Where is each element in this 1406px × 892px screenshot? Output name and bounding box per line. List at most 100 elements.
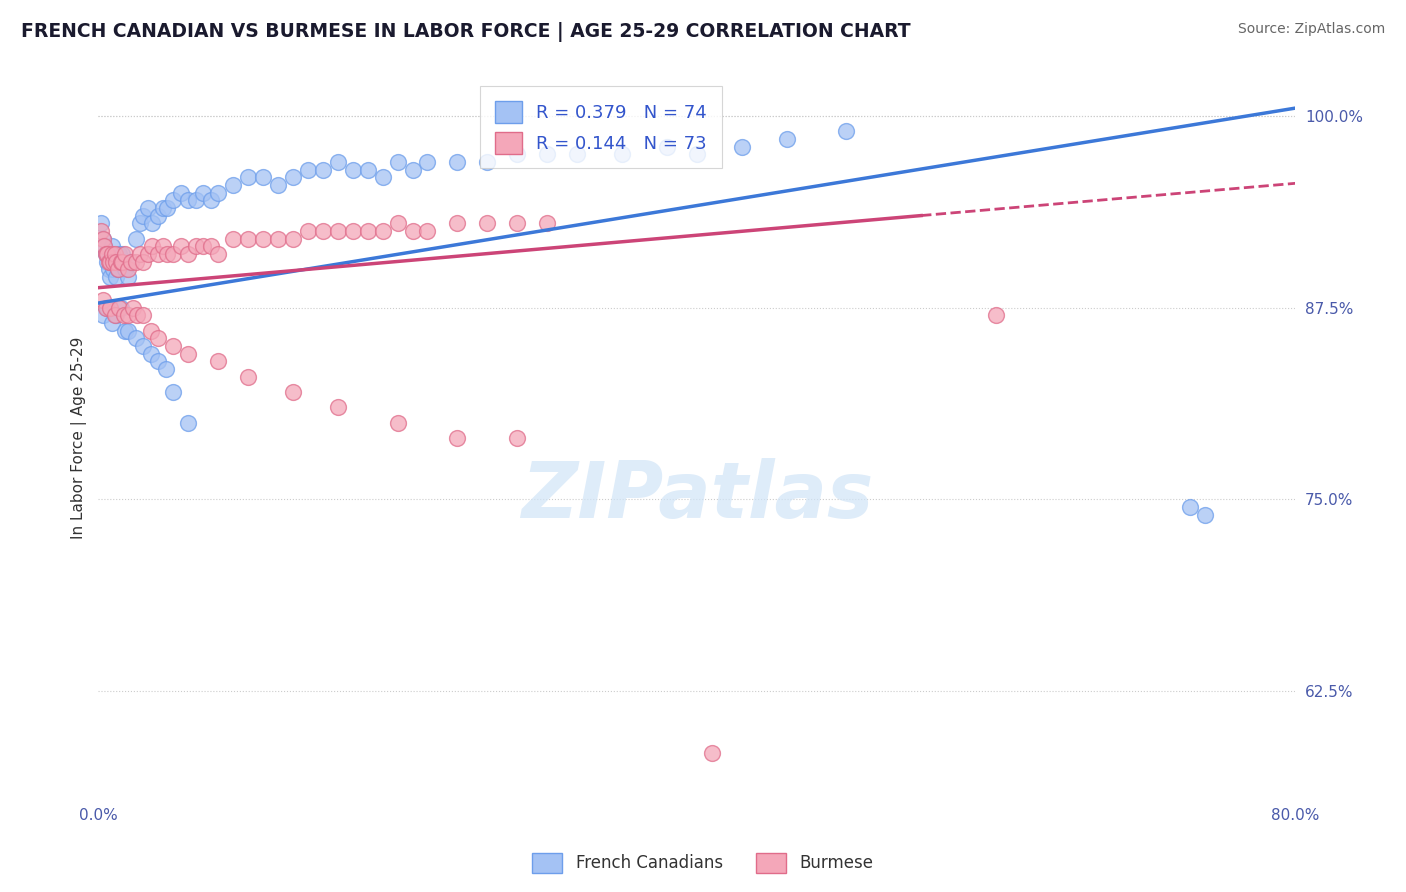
Point xyxy=(312,224,335,238)
Point xyxy=(184,193,207,207)
Point xyxy=(1194,508,1216,522)
Point xyxy=(207,354,229,368)
Point xyxy=(120,254,142,268)
Point xyxy=(110,301,132,315)
Point xyxy=(117,269,139,284)
Y-axis label: In Labor Force | Age 25-29: In Labor Force | Age 25-29 xyxy=(72,337,87,540)
Point xyxy=(90,216,112,230)
Point xyxy=(96,301,118,315)
Point xyxy=(477,154,499,169)
Point xyxy=(152,201,174,215)
Point xyxy=(686,147,709,161)
Point xyxy=(416,154,439,169)
Point xyxy=(207,186,229,200)
Point xyxy=(1180,500,1202,515)
Point xyxy=(536,216,558,230)
Point xyxy=(114,247,136,261)
Point xyxy=(446,431,468,445)
Point xyxy=(162,339,184,353)
Point xyxy=(112,308,135,322)
Point xyxy=(105,269,128,284)
Point xyxy=(148,331,170,345)
Point xyxy=(110,254,132,268)
Point xyxy=(93,239,115,253)
Point xyxy=(297,162,319,177)
Point xyxy=(125,331,148,345)
Point xyxy=(96,254,118,268)
Point xyxy=(184,239,207,253)
Point xyxy=(107,262,129,277)
Point xyxy=(326,154,349,169)
Point xyxy=(132,308,155,322)
Point xyxy=(356,162,378,177)
Point xyxy=(371,170,394,185)
Point xyxy=(371,224,394,238)
Point xyxy=(129,247,152,261)
Point xyxy=(169,186,191,200)
Point xyxy=(141,239,163,253)
Text: Source: ZipAtlas.com: Source: ZipAtlas.com xyxy=(1237,22,1385,37)
Point xyxy=(103,254,125,268)
Point xyxy=(125,231,148,245)
Point xyxy=(162,385,184,400)
Point xyxy=(91,293,114,307)
Point xyxy=(98,269,121,284)
Point xyxy=(506,147,529,161)
Point xyxy=(132,254,155,268)
Legend: R = 0.379   N = 74, R = 0.144   N = 73: R = 0.379 N = 74, R = 0.144 N = 73 xyxy=(481,87,721,169)
Legend: French Canadians, Burmese: French Canadians, Burmese xyxy=(526,847,880,880)
Point xyxy=(326,401,349,415)
Point xyxy=(98,254,121,268)
Point xyxy=(98,301,121,315)
Point xyxy=(101,247,124,261)
Point xyxy=(200,239,222,253)
Point xyxy=(700,746,723,760)
Point xyxy=(267,178,290,192)
Point xyxy=(94,301,117,315)
Point xyxy=(297,224,319,238)
Point xyxy=(326,224,349,238)
Point xyxy=(104,254,127,268)
Point xyxy=(108,301,131,315)
Point xyxy=(730,139,752,153)
Point xyxy=(136,247,159,261)
Point xyxy=(129,216,152,230)
Point xyxy=(281,385,304,400)
Point xyxy=(177,416,200,430)
Point xyxy=(222,231,245,245)
Point xyxy=(191,186,214,200)
Point xyxy=(111,254,134,268)
Point xyxy=(90,224,112,238)
Text: ZIPatlas: ZIPatlas xyxy=(520,458,873,533)
Point xyxy=(506,216,529,230)
Point xyxy=(177,247,200,261)
Point xyxy=(387,416,409,430)
Point xyxy=(136,201,159,215)
Point xyxy=(536,147,558,161)
Point xyxy=(446,154,468,169)
Point xyxy=(200,193,222,207)
Point xyxy=(93,239,115,253)
Point xyxy=(177,347,200,361)
Point xyxy=(117,262,139,277)
Point xyxy=(191,239,214,253)
Point xyxy=(342,162,364,177)
Point xyxy=(387,216,409,230)
Point xyxy=(141,216,163,230)
Point xyxy=(416,224,439,238)
Point xyxy=(91,231,114,245)
Point xyxy=(162,247,184,261)
Point xyxy=(835,124,858,138)
Point xyxy=(446,216,468,230)
Point xyxy=(177,193,200,207)
Point xyxy=(387,154,409,169)
Point xyxy=(127,308,149,322)
Point xyxy=(281,231,304,245)
Point xyxy=(342,224,364,238)
Point xyxy=(477,216,499,230)
Point xyxy=(110,254,132,268)
Point xyxy=(236,170,259,185)
Point xyxy=(97,254,120,268)
Point xyxy=(91,231,114,245)
Point xyxy=(148,354,170,368)
